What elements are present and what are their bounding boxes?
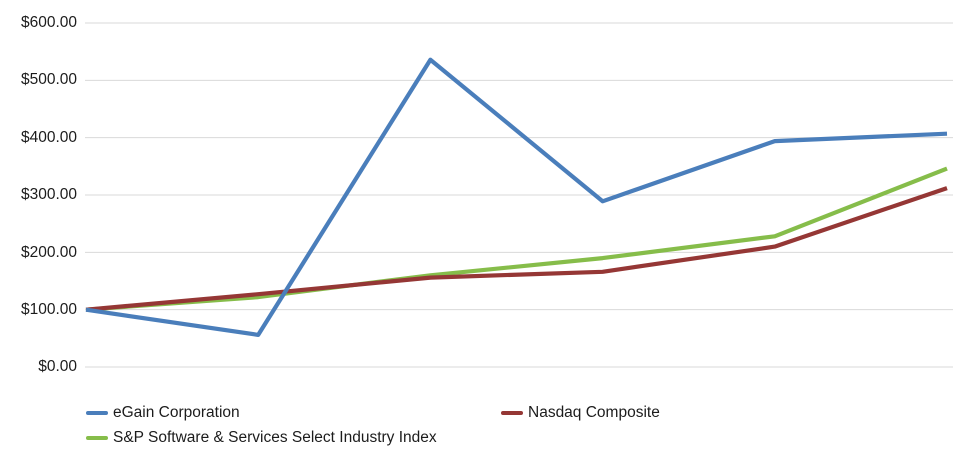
y-axis-tick-label: $400.00 — [20, 129, 77, 146]
legend-item-nasdaq: Nasdaq Composite — [501, 404, 660, 422]
legend-item-egain: eGain Corporation — [86, 404, 240, 422]
sp-software-index-line — [85, 166, 948, 312]
y-axis-tick-label: $600.00 — [20, 14, 77, 31]
y-axis-tick-label: $200.00 — [20, 244, 77, 261]
y-axis-tick-label: $500.00 — [20, 71, 77, 88]
legend-item-sp-software: S&P Software & Services Select Industry … — [86, 429, 437, 447]
y-axis-tick-label: $300.00 — [20, 186, 77, 203]
legend-marker-egain — [86, 410, 108, 416]
y-axis-tick-label: $100.00 — [20, 301, 77, 318]
legend-label-nasdaq: Nasdaq Composite — [528, 404, 660, 421]
egain-corporation-line — [85, 57, 948, 337]
legend-marker-sp-software — [86, 435, 108, 441]
nasdaq-composite-line — [85, 186, 948, 312]
legend-marker-nasdaq — [501, 410, 523, 416]
legend-label-egain: eGain Corporation — [113, 404, 240, 421]
y-axis-tick-label: $0.00 — [38, 358, 77, 375]
legend-label-sp-software: S&P Software & Services Select Industry … — [113, 429, 437, 446]
